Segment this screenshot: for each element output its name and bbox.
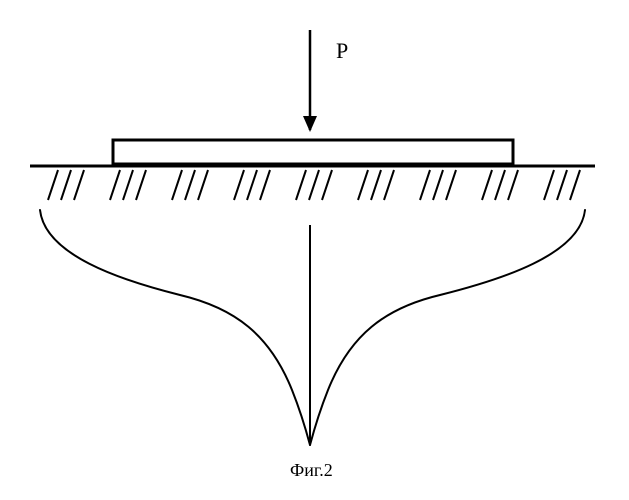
stress-diagram <box>0 0 629 500</box>
figure-caption: Фиг.2 <box>290 460 333 481</box>
load-label: P <box>336 38 348 64</box>
